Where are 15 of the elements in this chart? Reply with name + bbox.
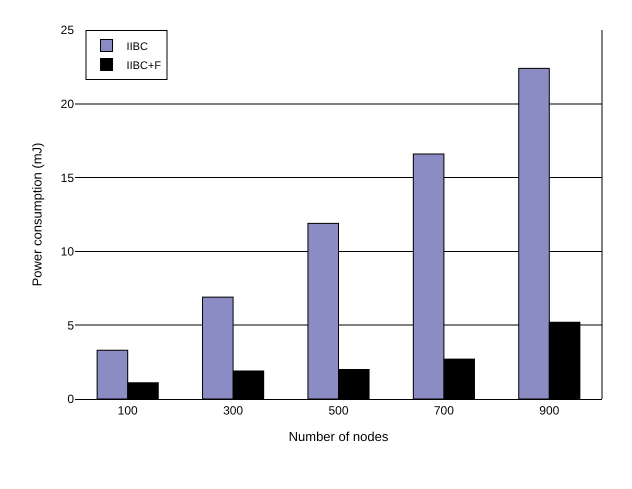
legend-label: IIBC (126, 40, 148, 53)
legend-label: IIBC+F (126, 60, 162, 72)
x-tick-label: 300 (223, 403, 244, 418)
y-tick-label: 10 (60, 244, 74, 259)
y-tick-label: 15 (60, 170, 74, 185)
y-tick-label: 25 (60, 23, 74, 38)
x-tick-label: 100 (118, 403, 138, 418)
y-tick-label: 0 (67, 392, 74, 406)
x-tick-label: 900 (539, 403, 560, 418)
y-tick-label: 20 (60, 97, 74, 111)
x-tick-label: 700 (434, 403, 454, 418)
x-tick-label: 500 (328, 403, 349, 418)
y-tick-label: 5 (67, 318, 74, 332)
y-axis-title: Power consumption (mJ) (30, 142, 45, 286)
x-axis-title: Number of nodes (288, 429, 389, 444)
